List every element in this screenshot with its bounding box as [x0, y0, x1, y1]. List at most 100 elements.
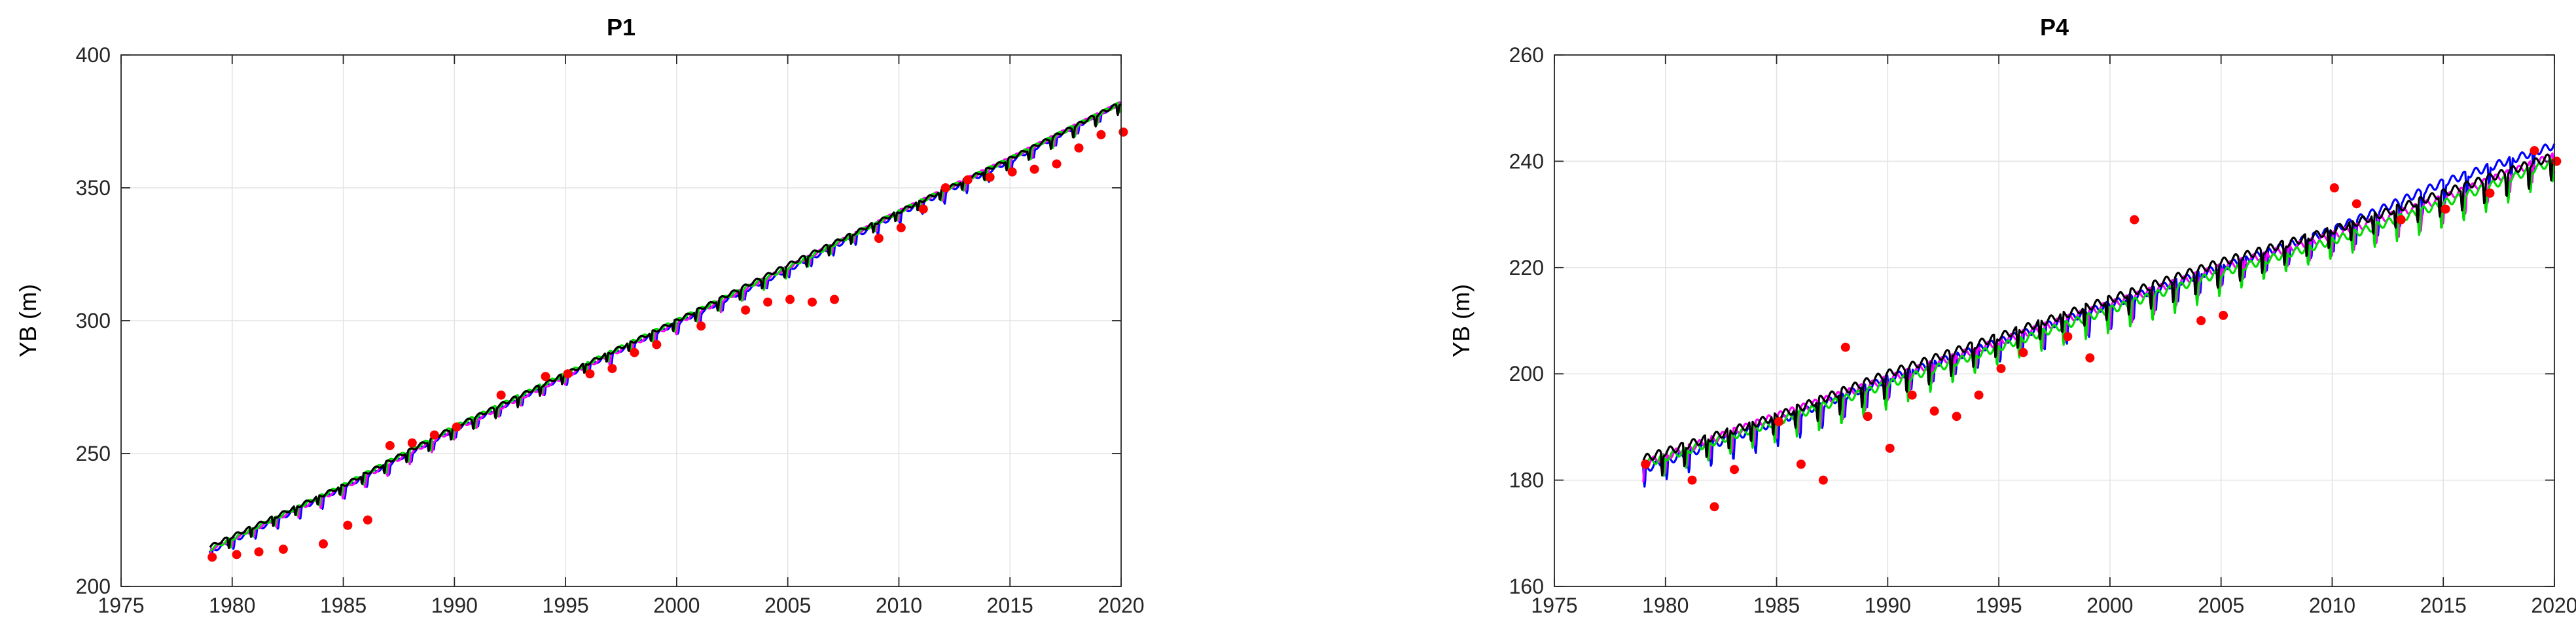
data-point — [1885, 443, 1895, 453]
data-point — [1863, 412, 1872, 421]
chart-title: P1 — [607, 14, 635, 41]
data-point — [829, 295, 839, 304]
grid-lines — [120, 54, 1122, 587]
y-tick-label: 350 — [76, 176, 111, 200]
data-point — [1952, 412, 1961, 421]
series-group — [1641, 143, 2562, 512]
data-point — [1996, 364, 2006, 374]
x-tick-label: 2020 — [1098, 594, 1144, 617]
series-group — [207, 101, 1128, 562]
data-point — [785, 295, 795, 304]
chart-panel-p1: 1975 1980 1985 1990 1995 2000 2005 2010 2015 2020… — [14, 14, 1145, 617]
series-line — [1642, 143, 2556, 488]
data-point — [918, 204, 928, 214]
data-point — [2130, 215, 2139, 224]
data-point — [808, 297, 817, 307]
x-tick-label: 2020 — [2531, 594, 2576, 617]
chart-panel-p4: 1975 1980 1985 1990 1995 2000 2005 2010 2015 2020… — [1448, 14, 2576, 617]
y-tick-label: 180 — [1509, 469, 1544, 492]
data-point — [1641, 459, 1651, 469]
data-point — [630, 348, 639, 357]
data-point — [207, 552, 217, 562]
data-point — [985, 172, 995, 182]
data-point — [1840, 342, 1850, 352]
y-tick-label: 220 — [1509, 256, 1544, 279]
data-point — [232, 550, 241, 560]
data-point — [896, 223, 906, 232]
x-tick-label: 1980 — [1642, 594, 1689, 617]
data-point — [1029, 164, 1039, 174]
data-point — [1118, 127, 1128, 137]
y-tick-label: 260 — [1509, 43, 1544, 67]
data-point — [963, 175, 973, 185]
data-point — [874, 234, 884, 243]
x-tick-label: 1990 — [431, 594, 478, 617]
data-point — [1709, 502, 1719, 512]
data-point — [2329, 183, 2339, 192]
x-tick-label: 1975 — [98, 594, 144, 617]
data-point — [278, 545, 288, 554]
y-tick-label: 160 — [1509, 575, 1544, 598]
x-tick-label: 2010 — [2309, 594, 2355, 617]
y-tick-label: 200 — [1509, 362, 1544, 385]
x-tick-label: 2015 — [2420, 594, 2467, 617]
y-tick-labels: 160 180 200 220 240 260 — [1509, 43, 2554, 598]
x-tick-label: 2015 — [987, 594, 1033, 617]
x-tick-label: 1995 — [1976, 594, 2022, 617]
x-tick-label: 1975 — [1531, 594, 1577, 617]
data-point — [385, 440, 395, 450]
data-point — [607, 364, 617, 374]
y-tick-label: 250 — [76, 442, 111, 465]
y-axis-label: YB (m) — [14, 284, 41, 357]
series-line — [1642, 153, 2556, 476]
data-point — [2485, 188, 2495, 198]
data-point — [585, 369, 595, 379]
y-tick-label: 400 — [76, 43, 111, 67]
data-point — [1074, 143, 1084, 153]
data-point — [563, 369, 573, 379]
data-point — [254, 547, 264, 557]
data-point — [429, 430, 439, 440]
data-point — [1007, 167, 1017, 177]
data-point — [2018, 348, 2028, 357]
data-point — [1907, 390, 1917, 400]
data-point — [541, 372, 550, 382]
x-tick-labels: 1975 1980 1985 1990 1995 2000 2005 2010 2015 2020 — [1531, 55, 2576, 617]
x-tick-label: 1990 — [1865, 594, 1911, 617]
data-point — [1052, 159, 1062, 169]
data-point — [452, 422, 461, 432]
x-tick-label: 2000 — [2086, 594, 2133, 617]
data-point — [2085, 353, 2095, 363]
data-point — [2352, 199, 2361, 209]
x-tick-label: 2010 — [876, 594, 922, 617]
data-point — [1687, 475, 1697, 485]
data-point — [496, 390, 506, 400]
data-point — [407, 438, 417, 448]
x-tick-label: 1980 — [209, 594, 255, 617]
data-point — [1796, 459, 1806, 469]
data-point — [1974, 390, 1984, 400]
x-tick-label: 1985 — [320, 594, 367, 617]
data-point — [2063, 332, 2073, 342]
data-point — [741, 305, 751, 315]
chart-title: P4 — [2040, 14, 2069, 41]
x-tick-label: 2005 — [2198, 594, 2244, 617]
data-point — [763, 297, 773, 307]
x-tick-label: 2005 — [764, 594, 811, 617]
data-point — [2396, 215, 2406, 224]
data-point — [696, 321, 706, 331]
x-tick-label: 1985 — [1753, 594, 1800, 617]
data-point — [2441, 204, 2450, 214]
y-tick-label: 200 — [76, 575, 111, 598]
data-point — [1818, 475, 1828, 485]
y-tick-label: 240 — [1509, 149, 1544, 173]
y-axis-label: YB (m) — [1448, 284, 1475, 357]
y-tick-labels: 200 250 300 350 400 — [76, 43, 1121, 598]
data-point — [2219, 310, 2228, 320]
plot-frame — [1554, 54, 2555, 587]
data-point — [1929, 406, 1939, 416]
y-tick-label: 300 — [76, 309, 111, 332]
data-point — [1774, 417, 1783, 427]
data-point — [940, 183, 950, 192]
